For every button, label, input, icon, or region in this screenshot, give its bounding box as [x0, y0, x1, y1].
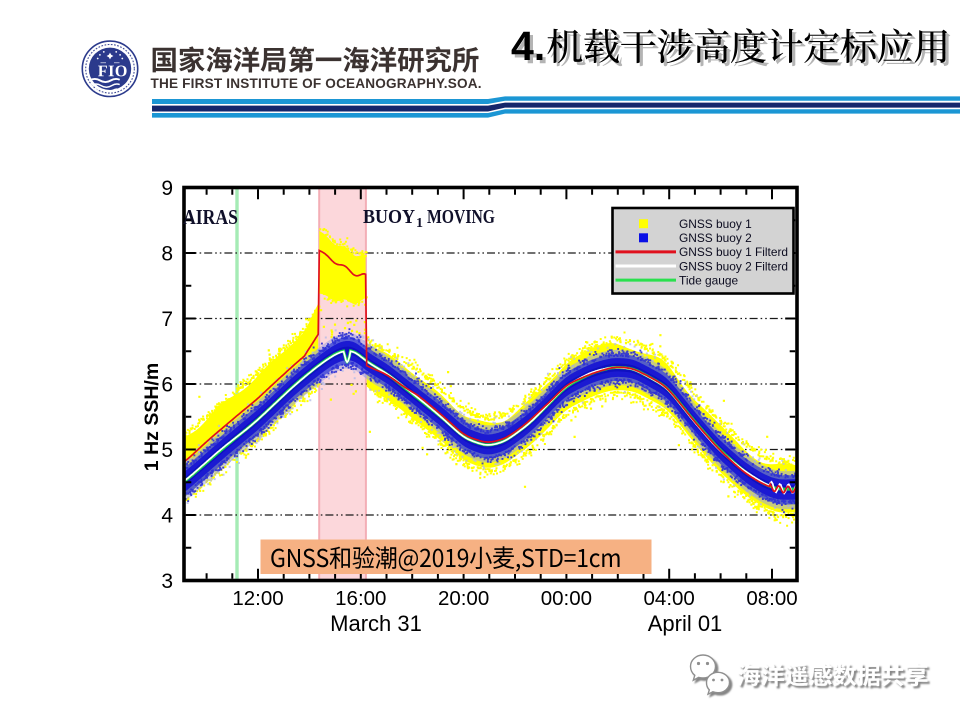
svg-text:GNSS buoy 1: GNSS buoy 1 [679, 217, 752, 231]
svg-text:MOVING: MOVING [427, 206, 495, 228]
svg-text:April 01: April 01 [648, 611, 723, 636]
svg-text:16:00: 16:00 [335, 587, 386, 610]
svg-text:GNSS buoy 2 Filterd: GNSS buoy 2 Filterd [679, 259, 788, 273]
svg-text:Tide gauge: Tide gauge [679, 273, 738, 287]
svg-text:BUOY: BUOY [363, 206, 415, 228]
svg-text:7: 7 [161, 308, 173, 331]
svg-text:4: 4 [161, 505, 173, 528]
svg-text:08:00: 08:00 [746, 587, 797, 610]
svg-text:9: 9 [161, 177, 173, 200]
svg-text:12:00: 12:00 [232, 587, 283, 610]
svg-text:THE FIRST INSTITUTE OF OCEANOG: THE FIRST INSTITUTE OF OCEANOGRAPHY.SOA. [151, 76, 482, 91]
svg-text:AIRAS: AIRAS [183, 205, 238, 229]
svg-text:5: 5 [161, 439, 173, 462]
svg-text:6: 6 [161, 374, 173, 397]
svg-text:1: 1 [416, 216, 423, 231]
svg-text:1 Hz SSH/m: 1 Hz SSH/m [141, 363, 163, 471]
svg-text:March 31: March 31 [330, 611, 422, 636]
svg-text:8: 8 [161, 243, 173, 266]
svg-text:20:00: 20:00 [438, 587, 489, 610]
svg-text:GNSS buoy 2: GNSS buoy 2 [679, 231, 752, 245]
svg-text:04:00: 04:00 [644, 587, 695, 610]
svg-text:GNSS buoy 1 Filterd: GNSS buoy 1 Filterd [679, 245, 788, 259]
svg-text:3: 3 [161, 570, 173, 593]
svg-text:00:00: 00:00 [541, 587, 592, 610]
